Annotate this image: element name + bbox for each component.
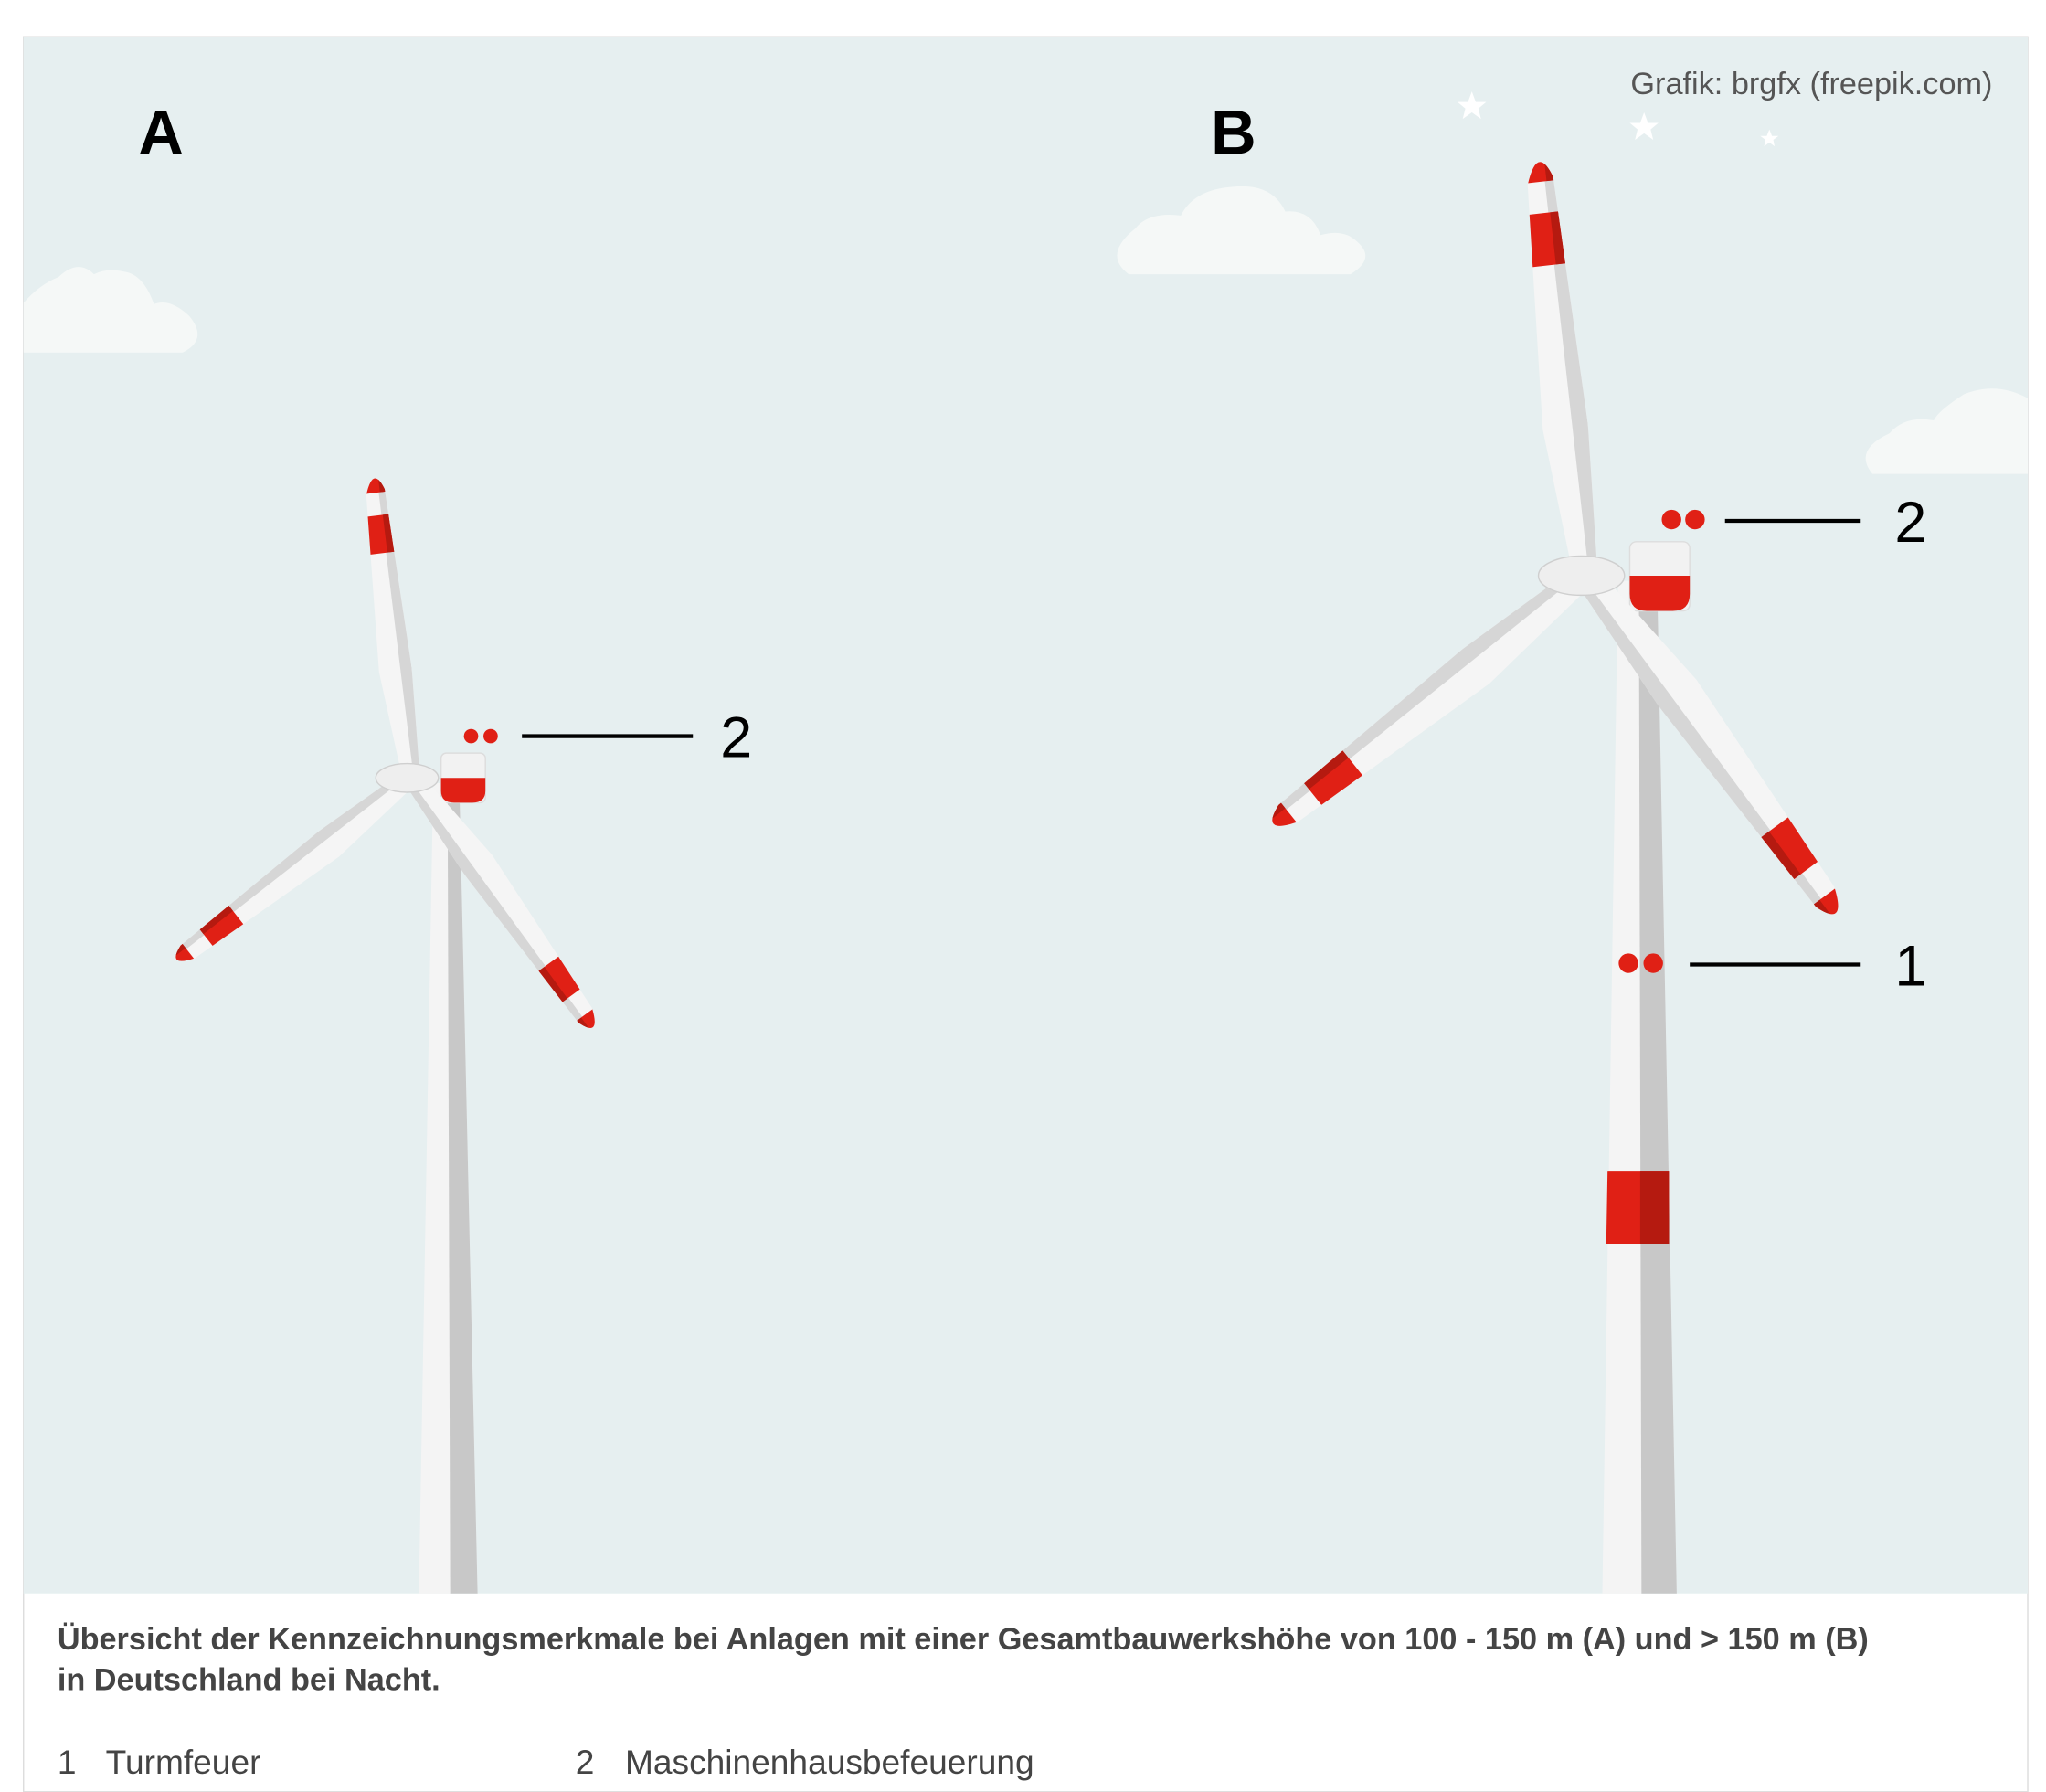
nacelle-mark (441, 778, 486, 802)
tower-band-shade (1640, 1171, 1669, 1244)
light (1643, 953, 1662, 972)
callout-number: 2 (1894, 491, 1926, 555)
page: {"credit": "Grafik: brgfx (freepik.com)"… (0, 0, 2046, 1792)
legend-number: 2 (576, 1743, 595, 1781)
light (464, 729, 479, 744)
caption: Übersicht der Kennzeichnungsmerkmale bei… (58, 1621, 1869, 1657)
legend-label: Turmfeuer (106, 1743, 261, 1781)
sky (24, 37, 2028, 1594)
figure: Grafik: brgfx (freepik.com) A B 2 2 (0, 0, 2046, 1792)
nacelle-mark (1629, 576, 1690, 611)
legend-number: 1 (58, 1743, 77, 1781)
light (1685, 510, 1704, 529)
caption: in Deutschland bei Nacht. (58, 1662, 440, 1697)
callout-number: 1 (1894, 934, 1926, 998)
panel-label: A (138, 98, 184, 168)
panel-label: B (1211, 98, 1256, 168)
light (1661, 510, 1680, 529)
hub (376, 764, 439, 792)
callout-number: 2 (720, 705, 752, 769)
legend-label: Maschinenhausbefeuerung (625, 1743, 1034, 1781)
hub (1539, 557, 1625, 596)
light (483, 729, 498, 744)
light (1618, 953, 1638, 972)
credit: Grafik: brgfx (freepik.com) (1630, 67, 1992, 101)
